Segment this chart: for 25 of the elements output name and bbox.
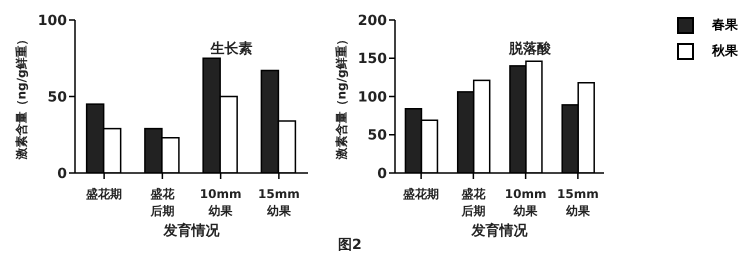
y-tick-label: 100: [358, 89, 388, 106]
x-tick-label: 15mm 幼果: [557, 187, 599, 218]
y-tick-label: 150: [358, 51, 388, 68]
x-tick-label: 15mm 幼果: [258, 187, 300, 218]
x-tick-label: 10mm 幼果: [504, 187, 546, 218]
x-axis-title: 发育情况: [470, 222, 528, 239]
y-tick-label: 200: [358, 12, 388, 29]
text: 脱落酸: [508, 41, 552, 57]
y-axis-title: 激素含量（ng/g鲜重）: [14, 33, 28, 161]
y-tick-label: 100: [38, 12, 68, 29]
x-axis-title: 发育情况: [162, 222, 220, 239]
text: 生长素: [210, 41, 252, 57]
x-tick-label: 盛花期: [402, 187, 440, 201]
x-tick-label: 盛花后期: [460, 187, 486, 218]
y-axis-title: 激素含量（ng/g鲜重）: [334, 33, 348, 161]
legend-label: 春果: [712, 17, 738, 34]
y-tick-label: 50: [368, 128, 388, 144]
y-tick-label: 0: [57, 166, 68, 182]
caption: 图2: [338, 236, 362, 254]
y-tick-label: 0: [377, 166, 388, 182]
y-tick-label: 50: [48, 89, 68, 106]
x-tick-label: 盛花后期: [149, 187, 176, 218]
x-tick-label: 盛花期: [85, 187, 122, 201]
legend-label: 秋果: [712, 43, 738, 60]
x-tick-label: 10mm 幼果: [200, 187, 242, 218]
